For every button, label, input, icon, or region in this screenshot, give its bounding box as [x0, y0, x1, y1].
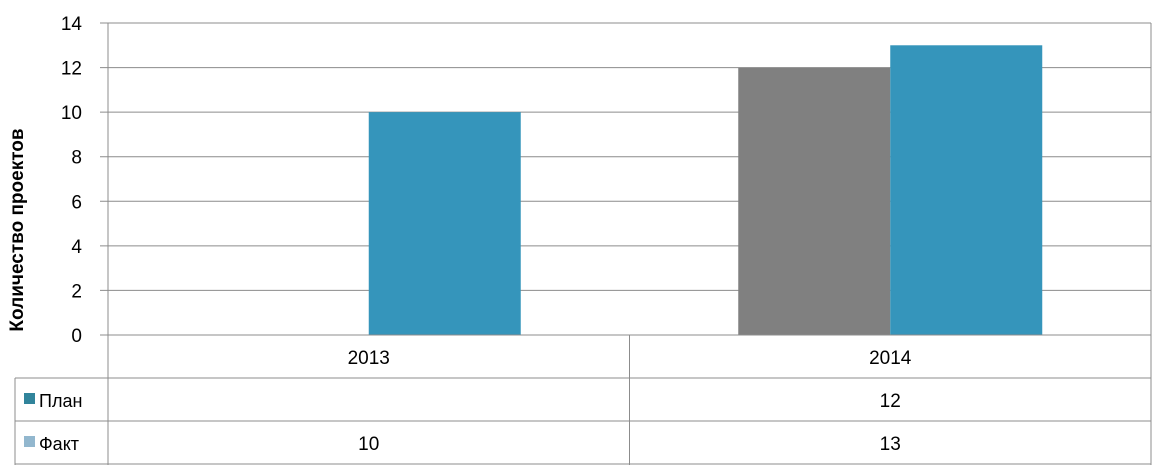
y-tick-label: 2 — [71, 281, 82, 302]
y-tick-label: 4 — [71, 237, 82, 258]
data-table: 2013 2014 План 12 Факт 10 13 — [14, 334, 1152, 465]
legend-label: Факт — [39, 434, 79, 454]
x-category-label: 2013 — [348, 348, 390, 369]
bars — [368, 45, 1043, 336]
y-tick-label: 14 — [61, 14, 83, 35]
y-tick-label: 0 — [71, 326, 82, 347]
y-axis-ticks: 0 2 4 6 8 10 12 14 — [61, 14, 83, 347]
x-category-label: 2014 — [869, 348, 912, 369]
y-axis-label: Количество проектов — [7, 128, 28, 331]
y-tick-label: 12 — [61, 59, 82, 80]
table-cell-value: 10 — [358, 434, 379, 455]
y-tick-label: 10 — [61, 103, 82, 124]
bar-Факт-2014 — [890, 45, 1043, 336]
y-tick-label: 6 — [71, 192, 82, 213]
legend-swatch-План — [24, 393, 35, 404]
bar-План-2014 — [738, 67, 891, 336]
legend-swatch-Факт — [24, 436, 35, 447]
gridlines — [100, 22, 1152, 336]
legend-label: План — [39, 391, 82, 411]
bar-Факт-2013 — [368, 112, 521, 336]
y-tick-label: 8 — [71, 148, 82, 169]
table-cell-value: 13 — [880, 434, 901, 455]
table-cell-value: 12 — [880, 391, 901, 412]
